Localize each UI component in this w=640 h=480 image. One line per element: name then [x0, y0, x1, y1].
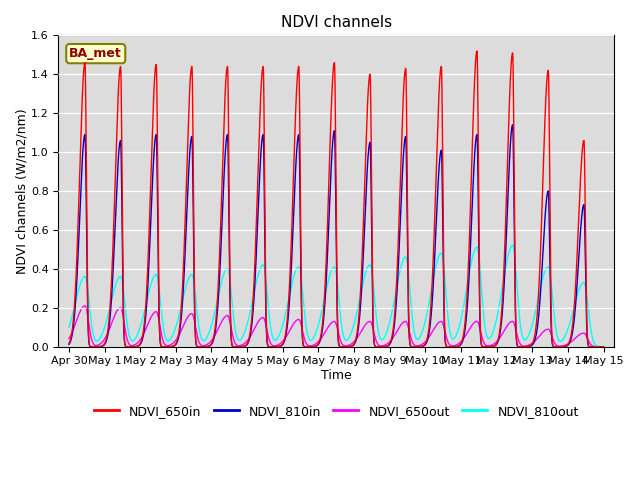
NDVI_810out — [267, 323, 275, 329]
NDVI_650in — [189, 145, 197, 151]
NDVI_650in — [192, 339, 200, 345]
NDVI_650out — [65, 336, 73, 341]
NDVI_810out — [305, 335, 312, 341]
NDVI_650in — [195, 344, 202, 349]
NDVI_650in — [600, 344, 607, 349]
NDVI_810in — [65, 341, 73, 347]
NDVI_810in — [192, 340, 200, 346]
NDVI_810out — [189, 274, 197, 280]
NDVI_810out — [192, 297, 200, 303]
NDVI_810out — [600, 344, 607, 349]
NDVI_810out — [595, 344, 603, 349]
NDVI_810in — [267, 344, 275, 349]
NDVI_650in — [595, 344, 603, 349]
NDVI_650out — [81, 303, 89, 309]
NDVI_810in — [595, 344, 603, 349]
NDVI_650in — [473, 48, 481, 54]
Line: NDVI_650out: NDVI_650out — [69, 306, 604, 347]
Text: BA_met: BA_met — [69, 47, 122, 60]
NDVI_810out — [65, 324, 73, 330]
NDVI_810out — [195, 322, 202, 328]
NDVI_650out — [189, 313, 197, 319]
Y-axis label: NDVI channels (W/m2/nm): NDVI channels (W/m2/nm) — [15, 108, 28, 274]
NDVI_650out — [600, 344, 607, 349]
NDVI_650out — [192, 327, 200, 333]
NDVI_650out — [595, 344, 603, 349]
X-axis label: Time: Time — [321, 369, 351, 382]
NDVI_810in — [600, 344, 607, 349]
NDVI_810in — [195, 344, 202, 349]
NDVI_650in — [305, 344, 312, 349]
NDVI_810in — [305, 344, 312, 349]
Legend: NDVI_650in, NDVI_810in, NDVI_650out, NDVI_810out: NDVI_650in, NDVI_810in, NDVI_650out, NDV… — [89, 400, 584, 423]
Line: NDVI_650in: NDVI_650in — [69, 51, 604, 347]
NDVI_650out — [305, 343, 312, 348]
NDVI_650in — [65, 341, 73, 347]
Line: NDVI_810in: NDVI_810in — [69, 125, 604, 347]
Line: NDVI_810out: NDVI_810out — [69, 245, 604, 347]
NDVI_650in — [267, 344, 275, 349]
NDVI_810out — [509, 242, 516, 248]
NDVI_810in — [509, 122, 516, 128]
NDVI_810in — [189, 194, 197, 200]
Title: NDVI channels: NDVI channels — [281, 15, 392, 30]
NDVI_650out — [195, 338, 203, 344]
NDVI_650out — [267, 340, 275, 346]
